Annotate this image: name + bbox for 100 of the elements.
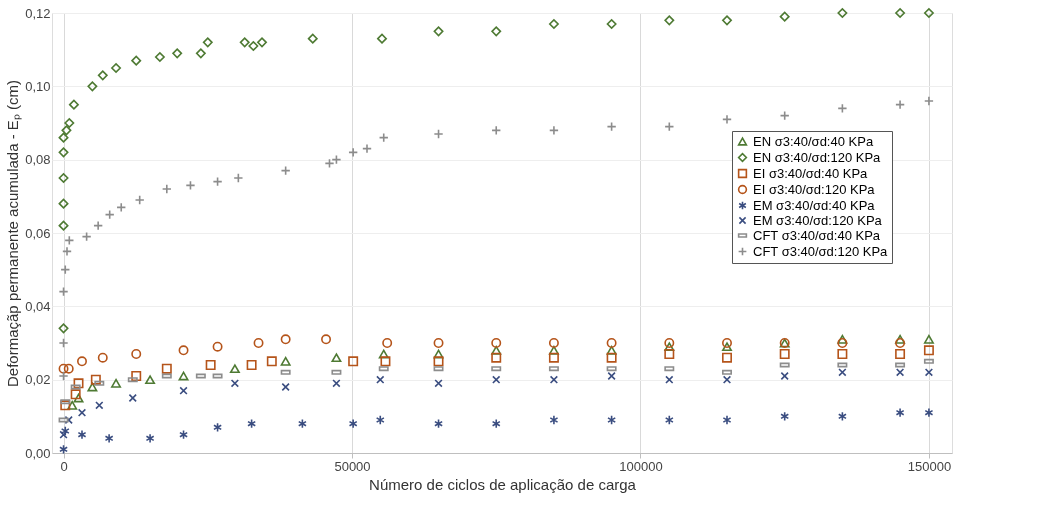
point	[131, 349, 142, 359]
point	[246, 360, 257, 370]
point	[779, 349, 790, 359]
x-tick-label: 100000	[619, 458, 663, 474]
point	[665, 375, 674, 384]
point	[58, 363, 69, 374]
y-tick-label: 0,10	[25, 78, 51, 94]
point	[491, 345, 502, 355]
point	[382, 338, 393, 348]
point	[837, 334, 848, 344]
point	[253, 338, 264, 348]
x-tick-label: 150000	[907, 458, 952, 474]
point	[923, 334, 934, 344]
point	[837, 411, 847, 422]
point	[348, 356, 359, 367]
point	[548, 19, 559, 29]
point	[664, 338, 675, 348]
point	[895, 407, 905, 418]
point	[895, 8, 906, 18]
point	[60, 400, 71, 411]
x-tick-label: 50000	[334, 458, 371, 474]
legend-label: EM σ3:40/σd:120 KPa	[753, 212, 883, 228]
point	[924, 407, 934, 418]
point	[837, 338, 848, 348]
point	[73, 393, 84, 403]
point	[178, 371, 189, 381]
point	[331, 353, 342, 363]
point	[895, 338, 906, 348]
point	[433, 356, 444, 367]
point	[664, 415, 674, 425]
point	[145, 375, 156, 385]
point	[606, 345, 617, 355]
point	[348, 418, 358, 429]
point	[111, 378, 122, 388]
point	[378, 349, 389, 359]
point	[178, 345, 189, 356]
point	[161, 184, 172, 194]
point	[780, 411, 790, 422]
point	[281, 382, 290, 392]
point	[131, 55, 142, 66]
point	[895, 349, 906, 359]
point	[722, 415, 732, 425]
point	[434, 379, 443, 388]
point	[923, 96, 934, 106]
point	[434, 418, 443, 429]
point	[90, 374, 101, 385]
legend-label: EI σ3:40/σd:120 KPa	[753, 181, 876, 197]
point	[60, 426, 70, 436]
point	[664, 349, 675, 359]
point	[433, 349, 444, 359]
point	[87, 382, 98, 392]
point	[131, 371, 142, 381]
point	[266, 356, 277, 367]
point	[722, 15, 732, 26]
y-tick-label: 0,06	[25, 225, 51, 241]
point	[606, 338, 617, 348]
x-tick-label: 0	[60, 458, 68, 474]
point	[64, 118, 75, 128]
point	[280, 356, 291, 366]
point	[837, 8, 848, 18]
point	[923, 345, 934, 356]
point	[239, 37, 250, 48]
point	[179, 429, 188, 440]
point	[73, 378, 84, 389]
point	[280, 334, 291, 345]
point	[491, 26, 502, 37]
point	[87, 81, 98, 92]
point	[433, 338, 444, 348]
point	[58, 147, 69, 158]
point	[664, 342, 675, 352]
point	[213, 422, 223, 433]
point	[195, 48, 206, 59]
legend-label: CFT σ3:40/σd:120 KPa	[753, 243, 889, 259]
y-tick-label: 0,12	[25, 5, 51, 21]
point	[64, 415, 73, 425]
point	[77, 429, 87, 440]
point	[179, 386, 188, 395]
point	[161, 363, 172, 374]
point	[212, 341, 223, 352]
point	[491, 352, 502, 363]
point	[779, 11, 790, 22]
point	[58, 220, 69, 231]
point	[377, 33, 387, 44]
point	[837, 349, 848, 359]
point	[95, 401, 104, 410]
point	[145, 433, 155, 444]
point	[97, 352, 108, 363]
point	[58, 323, 69, 334]
point	[895, 334, 906, 344]
y-tick-label: 0,02	[25, 372, 51, 388]
point	[607, 415, 617, 425]
legend-label: EM σ3:40/σd:40 KPa	[753, 197, 876, 213]
point	[923, 8, 934, 18]
point	[297, 418, 307, 429]
legend-label: EN σ3:40/σd:40 KPa	[753, 133, 874, 149]
point	[664, 15, 675, 26]
point	[606, 352, 617, 363]
point	[838, 368, 847, 377]
point	[58, 198, 69, 209]
point	[380, 356, 391, 367]
